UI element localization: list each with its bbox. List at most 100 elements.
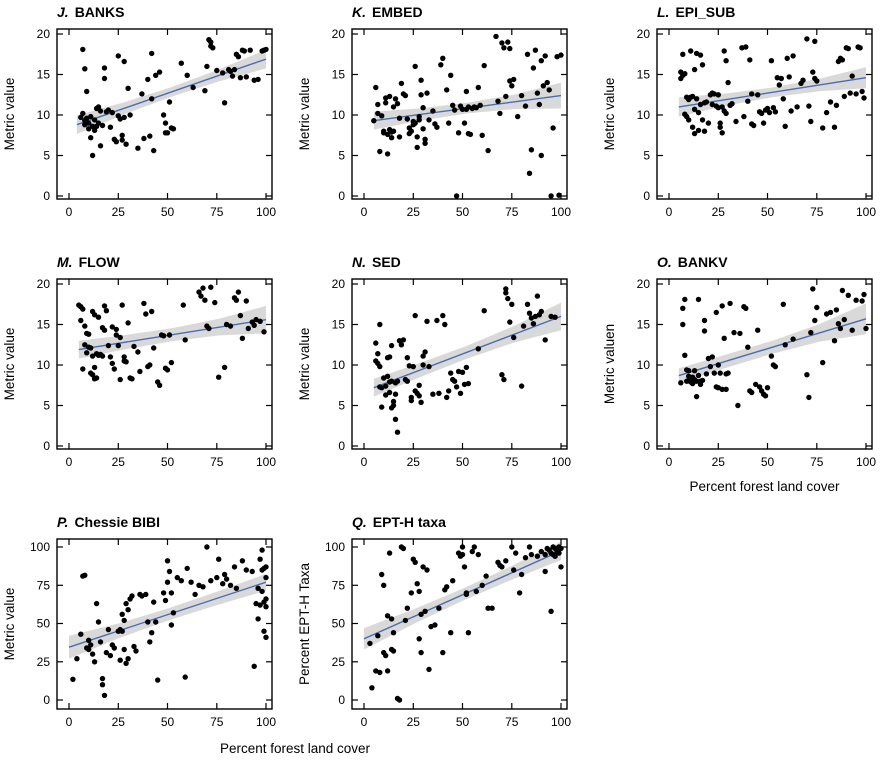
data-point [542,551,548,558]
data-point [121,646,127,653]
data-point [410,363,416,370]
data-point [719,130,725,136]
data-point [518,92,525,99]
data-point [139,91,145,97]
data-point [221,364,228,371]
data-point [383,383,389,389]
data-point [86,646,92,653]
data-point [97,108,104,114]
data-point [151,599,157,605]
data-point [166,332,173,338]
x-tick-label: 75 [210,455,224,469]
data-point [416,636,422,642]
data-point [833,307,840,313]
data-point [231,564,238,570]
data-point [82,66,88,72]
data-point [95,619,102,625]
data-point [239,558,246,564]
data-point [540,83,546,89]
data-point [418,92,424,98]
data-point [507,319,513,325]
data-point [396,134,403,140]
data-point [91,127,98,134]
y-axis-label: Metric value [297,78,312,151]
scatter-plot-chessie-bibi: 0 25 50 75 100 0 25 50 75 100 Metric value [0,534,295,735]
data-point [99,353,106,359]
data-point [245,325,251,332]
data-point [552,314,558,320]
data-point [556,550,562,556]
data-point [743,44,749,50]
data-point [394,378,401,384]
plot-box [56,538,273,710]
data-point [483,573,489,579]
data-point [689,380,696,387]
data-point [459,544,466,550]
data-point [80,110,86,117]
data-point [528,147,535,153]
data-point [762,393,769,399]
data-point [78,631,84,637]
data-point [444,87,450,93]
data-point [105,626,112,633]
data-point [237,312,244,319]
y-tick-label: 75 [37,578,51,592]
panel-svg: 0 25 50 75 100 0 25 50 75 100 Metric value [2,538,276,729]
data-point [715,92,721,98]
panel-title: O. BANKV [600,254,884,274]
y-tick-label: 5 [338,149,345,163]
data-point [422,349,428,355]
x-tick-label: 50 [456,715,470,729]
data-point [709,354,715,360]
data-point [768,353,775,359]
panel-letter: O. [657,254,672,270]
data-point [416,588,422,595]
data-point [408,397,414,404]
data-point [164,558,171,564]
y-tick-label: 10 [37,358,51,372]
y-tick-label: 5 [43,399,50,413]
data-point [251,663,257,669]
data-point [790,336,796,342]
y-axis-label: Metric value [602,78,617,151]
data-point [153,72,159,78]
data-point [121,354,127,360]
data-point [375,351,381,357]
data-point [119,137,125,143]
x-tick-label: 50 [161,455,175,469]
data-point [396,115,403,121]
x-tick-label: 75 [810,455,824,469]
data-point [505,295,511,302]
data-point [725,79,731,86]
y-tick-label: 10 [637,358,651,372]
data-point [699,117,706,123]
data-point [424,318,430,324]
data-point [530,65,537,71]
y-tick-label: 15 [37,318,51,332]
data-point [386,389,393,396]
data-point [526,310,533,316]
data-point [412,559,418,565]
data-point [178,578,184,584]
data-point [383,392,389,398]
panel-title: Q. EPT-H taxa [295,514,590,534]
data-point [713,309,719,316]
data-point [760,120,767,126]
data-point [233,585,240,591]
data-point [129,376,135,382]
data-point [820,125,826,131]
x-tick-label: 75 [210,715,224,729]
data-point [153,619,159,625]
data-point [721,48,727,54]
x-tick-label: 50 [161,205,175,219]
data-point [475,346,481,352]
confidence-band [373,302,561,397]
data-point [204,63,210,70]
data-point [166,568,173,575]
data-point [418,611,424,617]
data-point [95,104,102,110]
shared-x-axis-label: Percent forest land cover [219,741,371,756]
data-point [80,366,86,372]
x-tick-label: 50 [761,455,775,469]
data-point [542,568,548,575]
